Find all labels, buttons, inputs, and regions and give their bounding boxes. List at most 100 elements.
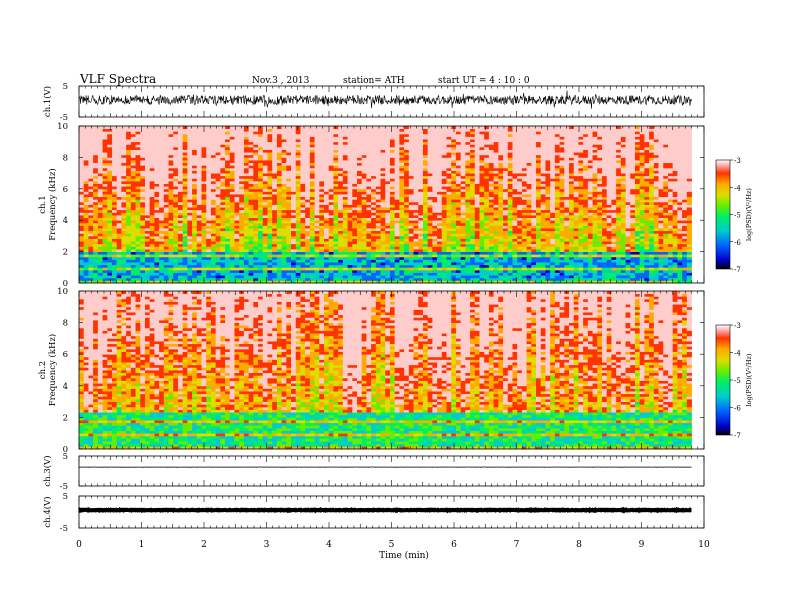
spectrogram-cell (187, 267, 193, 271)
spectrogram-cell (460, 233, 466, 237)
spectrogram-cell (446, 196, 452, 200)
spectrogram-cell (130, 228, 136, 232)
spectrogram-cell (361, 199, 367, 203)
spectrogram-cell (465, 222, 471, 226)
spectrogram-cell (427, 259, 433, 263)
spectrogram-cell (644, 280, 650, 284)
spectrogram-cell (437, 256, 443, 260)
spectrogram-cell (677, 207, 683, 211)
spectrogram-cell (587, 238, 593, 242)
spectrogram-cell (220, 267, 226, 271)
spectrogram-cell (126, 251, 132, 255)
spectrogram-cell (338, 251, 344, 255)
spectrogram-cell (554, 186, 560, 190)
spectrogram-cell (356, 251, 363, 255)
spectrogram-cell (667, 269, 674, 273)
spectrogram-cell (276, 277, 282, 281)
spectrogram-cell (356, 235, 363, 239)
spectrogram-cell (677, 212, 683, 216)
spectrogram-cell (272, 194, 278, 198)
spectrogram-cell (111, 212, 118, 216)
spectrogram-cell (262, 238, 268, 242)
spectrogram-cell (314, 262, 320, 266)
spectrogram-cell (361, 230, 367, 234)
spectrogram-cell (507, 277, 513, 281)
spectrogram-cell (154, 241, 160, 245)
spectrogram-cell (168, 275, 174, 279)
spectrogram-cell (380, 272, 386, 276)
spectrogram-cell (385, 214, 391, 218)
spectrogram-cell (375, 188, 381, 192)
spectrogram-cell (474, 199, 480, 203)
spectrogram-cell (578, 241, 584, 245)
spectrogram-cell (356, 275, 363, 279)
spectrogram-cell (267, 264, 273, 268)
spectrogram-cell (564, 207, 570, 211)
spectrogram-cell (97, 254, 103, 258)
spectrogram-cell (517, 256, 523, 260)
spectrogram-cell (324, 254, 330, 258)
spectrogram-cell (210, 243, 217, 247)
spectrogram-cell (517, 191, 523, 195)
spectrogram-cell (163, 222, 169, 226)
spectrogram-cell (366, 186, 372, 190)
spectrogram-cell (446, 264, 452, 268)
spectrogram-cell (672, 225, 678, 229)
spectrogram-cell (493, 217, 499, 221)
spectrogram-cell (474, 264, 480, 268)
spectrogram-cell (484, 262, 490, 266)
spectrogram-cell (144, 201, 151, 205)
spectrogram-cell (408, 207, 414, 211)
spectrogram-cell (210, 204, 217, 208)
spectrogram-cell (573, 269, 579, 273)
spectrogram-cell (455, 233, 462, 237)
spectrogram-cell (385, 186, 391, 190)
spectrogram-cell (140, 269, 146, 273)
spectrogram-cell (342, 262, 348, 266)
spectrogram-cell (248, 230, 254, 234)
spectrogram-cell (441, 207, 447, 211)
spectrogram-cell (611, 277, 617, 281)
spectrogram-cell (319, 188, 325, 192)
spectrogram-cell (333, 280, 339, 284)
spectrogram-cell (437, 275, 443, 279)
spectrogram-cell (173, 256, 179, 260)
spectrogram-cell (408, 233, 414, 237)
spectrogram-cell (583, 243, 589, 247)
spectrogram-cell (470, 256, 476, 260)
spectrogram-cell (116, 254, 122, 258)
spectrogram-cell (404, 275, 410, 279)
spectrogram-cell (253, 228, 259, 232)
spectrogram-cell (201, 204, 207, 208)
spectrogram-cell (616, 277, 622, 281)
spectrogram-cell (437, 254, 443, 258)
spectrogram-cell (253, 246, 259, 250)
spectrogram-cell (465, 199, 471, 203)
spectrogram-cell (305, 209, 311, 213)
spectrogram-cell (371, 217, 377, 221)
spectrogram-cell (375, 230, 381, 234)
spectrogram-cell (399, 191, 405, 195)
spectrogram-cell (470, 267, 476, 271)
spectrogram-cell (130, 262, 136, 266)
spectrogram-cell (225, 201, 231, 205)
spectrogram-cell (239, 214, 245, 218)
spectrogram-cell (88, 235, 94, 239)
spectrogram-cell (597, 262, 603, 266)
spectrogram-cell (324, 259, 330, 263)
spectrogram-cell (503, 212, 509, 216)
spectrogram-cell (620, 188, 626, 192)
spectrogram-cell (474, 248, 480, 252)
spectrogram-cell (658, 267, 664, 271)
spectrogram-cell (97, 196, 103, 200)
spectrogram-cell (291, 275, 297, 279)
spectrogram-cell (389, 228, 396, 232)
spectrogram-cell (295, 275, 301, 279)
spectrogram-cell (192, 277, 198, 281)
spectrogram-cell (366, 201, 372, 205)
spectrogram-cell (83, 230, 89, 234)
spectrogram-cell (267, 188, 273, 192)
spectrogram-cell (291, 267, 297, 271)
spectrogram-cell (121, 238, 127, 242)
spectrogram-cell (267, 209, 273, 213)
